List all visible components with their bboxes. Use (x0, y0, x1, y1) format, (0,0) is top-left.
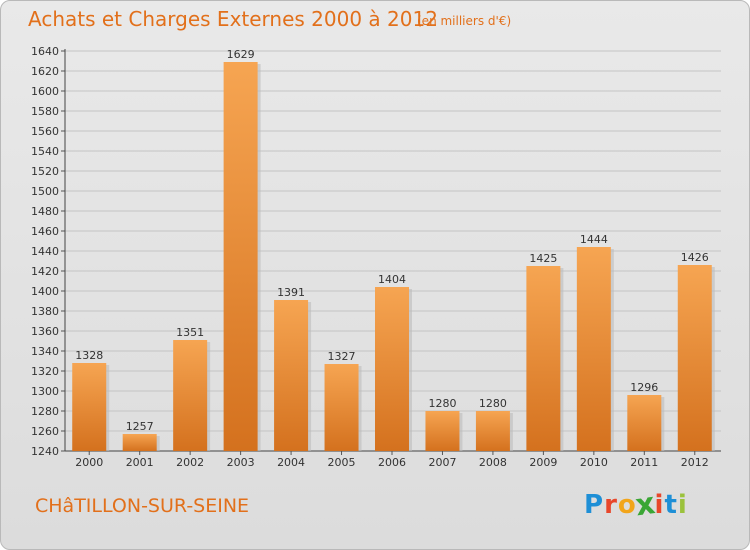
bar-value-label: 1280 (479, 397, 507, 410)
x-tick-label: 2009 (529, 456, 557, 469)
y-tick-label: 1380 (31, 305, 59, 318)
bar (425, 411, 460, 451)
location-name: CHâTILLON-SUR-SEINE (35, 495, 250, 517)
y-tick-label: 1560 (31, 125, 59, 138)
logo-letter: x (633, 486, 659, 524)
bar (72, 363, 107, 451)
bar-value-label: 1425 (529, 252, 557, 265)
x-tick-label: 2008 (479, 456, 507, 469)
logo-letter: i (654, 490, 665, 520)
bar-value-label: 1444 (580, 233, 608, 246)
chart-title: Achats et Charges Externes 2000 à 2012 (28, 7, 438, 31)
y-tick-label: 1340 (31, 345, 59, 358)
bar-value-label: 1327 (328, 350, 356, 363)
y-tick-label: 1480 (31, 205, 59, 218)
bar-value-label: 1280 (428, 397, 456, 410)
bar-value-label: 1351 (176, 326, 204, 339)
bar (475, 411, 510, 451)
logo-letter: t (664, 490, 678, 520)
y-tick-label: 1260 (31, 425, 59, 438)
bar (223, 62, 258, 451)
bar-value-label: 1296 (630, 381, 658, 394)
logo-letter: o (617, 490, 637, 520)
logo-letter: i (677, 490, 688, 520)
x-tick-label: 2000 (75, 456, 103, 469)
y-tick-label: 1620 (31, 65, 59, 78)
bar (173, 340, 208, 451)
bar (274, 300, 309, 451)
logo-letter: r (604, 490, 618, 520)
y-tick-label: 1420 (31, 265, 59, 278)
x-tick-label: 2010 (580, 456, 608, 469)
x-tick-label: 2003 (227, 456, 255, 469)
x-tick-label: 2005 (328, 456, 356, 469)
y-tick-label: 1460 (31, 225, 59, 238)
y-tick-label: 1520 (31, 165, 59, 178)
y-tick-label: 1400 (31, 285, 59, 298)
logo-letter: P (584, 490, 605, 520)
x-tick-label: 2012 (681, 456, 709, 469)
bar-value-label: 1328 (75, 349, 103, 362)
y-tick-label: 1500 (31, 185, 59, 198)
x-tick-label: 2004 (277, 456, 305, 469)
bar (576, 247, 611, 451)
bar (627, 395, 662, 451)
x-tick-label: 2001 (126, 456, 154, 469)
bar (526, 266, 561, 451)
bar (375, 287, 409, 451)
chart-subtitle: (en milliers d'€) (417, 14, 512, 28)
proxiti-logo[interactable]: Proxiti (584, 486, 688, 523)
y-tick-label: 1640 (31, 45, 59, 58)
y-tick-label: 1600 (31, 85, 59, 98)
bar-value-label: 1629 (227, 48, 255, 61)
y-tick-label: 1440 (31, 245, 59, 258)
y-tick-label: 1280 (31, 405, 59, 418)
x-tick-label: 2006 (378, 456, 406, 469)
x-tick-label: 2011 (630, 456, 658, 469)
y-tick-label: 1580 (31, 105, 59, 118)
bar-value-label: 1391 (277, 286, 305, 299)
bar-value-label: 1257 (126, 420, 154, 433)
bar (677, 265, 712, 451)
x-tick-label: 2007 (428, 456, 456, 469)
bar-value-label: 1404 (378, 273, 406, 286)
bar (122, 434, 157, 451)
y-tick-label: 1360 (31, 325, 59, 338)
y-tick-label: 1300 (31, 385, 59, 398)
y-tick-label: 1240 (31, 445, 59, 458)
y-tick-label: 1320 (31, 365, 59, 378)
y-tick-label: 1540 (31, 145, 59, 158)
bar-value-label: 1426 (681, 251, 709, 264)
bar (324, 364, 359, 451)
x-tick-label: 2002 (176, 456, 204, 469)
